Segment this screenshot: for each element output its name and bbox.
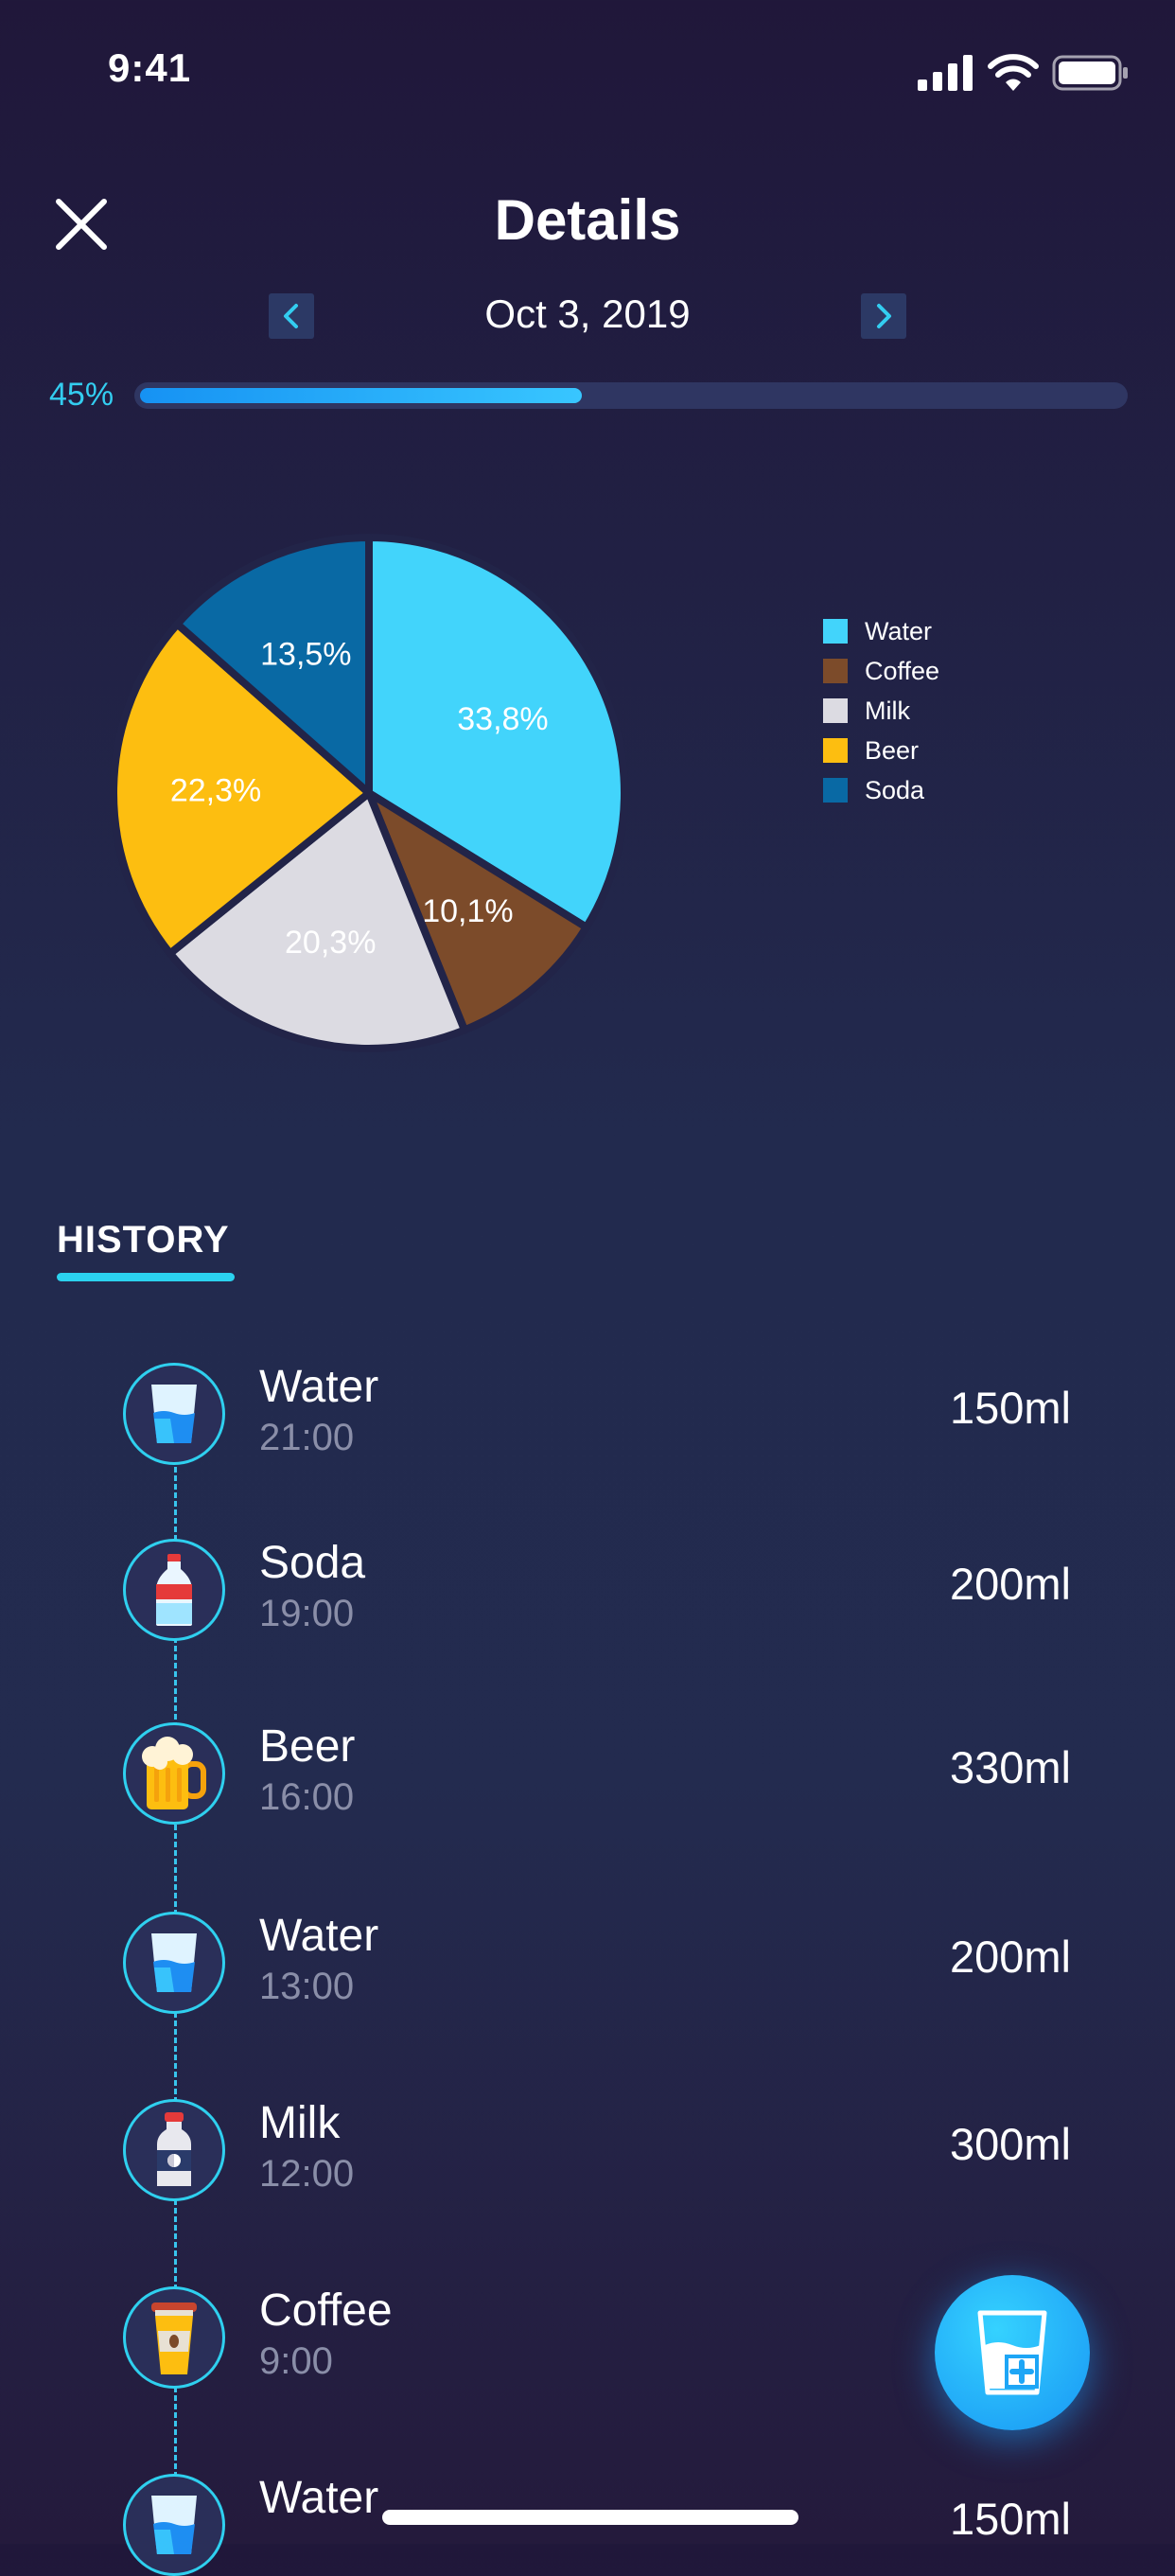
history-item-icon (123, 2286, 225, 2389)
progress-bar (134, 382, 1128, 409)
milk-bottle-icon (153, 2110, 195, 2190)
history-item-time: 13:00 (259, 1966, 355, 2007)
pie-slice-coffee (365, 789, 590, 1034)
history-item-amount: 150ml (949, 1383, 1071, 1433)
legend-item-milk: Milk (823, 691, 939, 731)
battery-icon (1052, 55, 1130, 96)
history-item-icon (123, 1722, 225, 1825)
progress-percent: 45% (49, 377, 114, 413)
chevron-right-icon (877, 304, 891, 328)
legend-item-soda: Soda (823, 770, 939, 810)
water-glass-icon (146, 1381, 202, 1447)
legend-label: Milk (865, 696, 910, 725)
history-item-amount: 150ml (949, 2494, 1071, 2544)
history-item[interactable]: Water 13:00 (259, 1910, 378, 2008)
water-glass-icon (146, 2492, 202, 2558)
history-item-amount: 200ml (949, 1559, 1071, 1609)
pie-label-beer: 22,3% (170, 772, 261, 808)
history-item[interactable]: Water (259, 2472, 378, 2524)
pie-label-coffee: 10,1% (422, 893, 513, 929)
legend-label: Soda (865, 775, 925, 804)
legend-label: Beer (865, 735, 920, 765)
history-item-name: Soda (259, 1538, 366, 1588)
signal-icon (918, 55, 976, 96)
status-time: 9:41 (108, 45, 192, 90)
beer-mug-icon (139, 1736, 209, 1811)
history-item-time: 19:00 (259, 1593, 355, 1634)
history-item[interactable]: Soda 19:00 (259, 1537, 365, 1635)
current-date: Oct 3, 2019 (484, 291, 691, 336)
page-title: Details (494, 188, 681, 252)
drink-pie-chart: 33,8% 10,1% 20,3% 22,3% 13,5% (110, 534, 628, 1052)
pie-label-soda: 13,5% (260, 636, 351, 672)
add-drink-icon (977, 2310, 1047, 2395)
legend-swatch (823, 778, 848, 803)
previous-day-button[interactable] (269, 293, 314, 339)
wifi-icon (988, 53, 1039, 96)
history-item[interactable]: Coffee 9:00 (259, 2285, 393, 2383)
legend-item-beer: Beer (823, 731, 939, 770)
history-item-time: 9:00 (259, 2340, 333, 2382)
progress-bar-fill (140, 388, 583, 403)
history-item-name: Water (259, 1362, 379, 1412)
history-item[interactable]: Water 21:00 (259, 1361, 378, 1459)
soda-bottle-icon (152, 1552, 196, 1628)
history-item-icon (123, 2099, 225, 2201)
legend-label: Coffee (865, 656, 940, 685)
history-item-name: Milk (259, 2098, 341, 2148)
history-item-name: Coffee (259, 2285, 393, 2336)
pie-slice-soda (173, 534, 373, 797)
history-item-name: Water (259, 2473, 379, 2523)
legend-item-coffee: Coffee (823, 651, 939, 691)
pie-label-milk: 20,3% (285, 925, 376, 961)
history-item-time: 21:00 (259, 1417, 355, 1458)
history-item-time: 16:00 (259, 1776, 355, 1818)
pie-slice-milk (166, 789, 468, 1052)
history-item-amount: 300ml (949, 2119, 1071, 2169)
close-icon (56, 199, 107, 250)
pie-slice-beer (110, 620, 373, 958)
chevron-left-icon (284, 304, 298, 328)
history-item-amount: 200ml (949, 1932, 1071, 1982)
history-item[interactable]: Milk 12:00 (259, 2097, 354, 2196)
coffee-cup-icon (148, 2299, 201, 2376)
history-item-name: Water (259, 1911, 379, 1961)
history-underline (57, 1273, 235, 1281)
history-heading: HISTORY (57, 1219, 230, 1261)
history-item-name: Beer (259, 1721, 356, 1772)
history-item-icon (123, 2474, 225, 2576)
history-item-time: 12:00 (259, 2153, 355, 2195)
pie-label-water: 33,8% (457, 701, 548, 737)
history-item[interactable]: Beer 16:00 (259, 1720, 355, 1819)
chart-legend: Water Coffee Milk Beer Soda (823, 611, 939, 810)
history-item-icon (123, 1912, 225, 2014)
history-item-amount: 330ml (949, 1742, 1071, 1792)
history-item-icon (123, 1539, 225, 1641)
legend-item-water: Water (823, 611, 939, 651)
legend-swatch (823, 619, 848, 644)
legend-label: Water (865, 616, 933, 645)
add-drink-button[interactable] (935, 2275, 1090, 2430)
history-item-icon (123, 1363, 225, 1465)
water-glass-icon (146, 1930, 202, 1996)
close-button[interactable] (51, 194, 112, 255)
next-day-button[interactable] (861, 293, 906, 339)
legend-swatch (823, 738, 848, 763)
home-indicator (382, 2510, 798, 2525)
legend-swatch (823, 659, 848, 683)
legend-swatch (823, 698, 848, 723)
